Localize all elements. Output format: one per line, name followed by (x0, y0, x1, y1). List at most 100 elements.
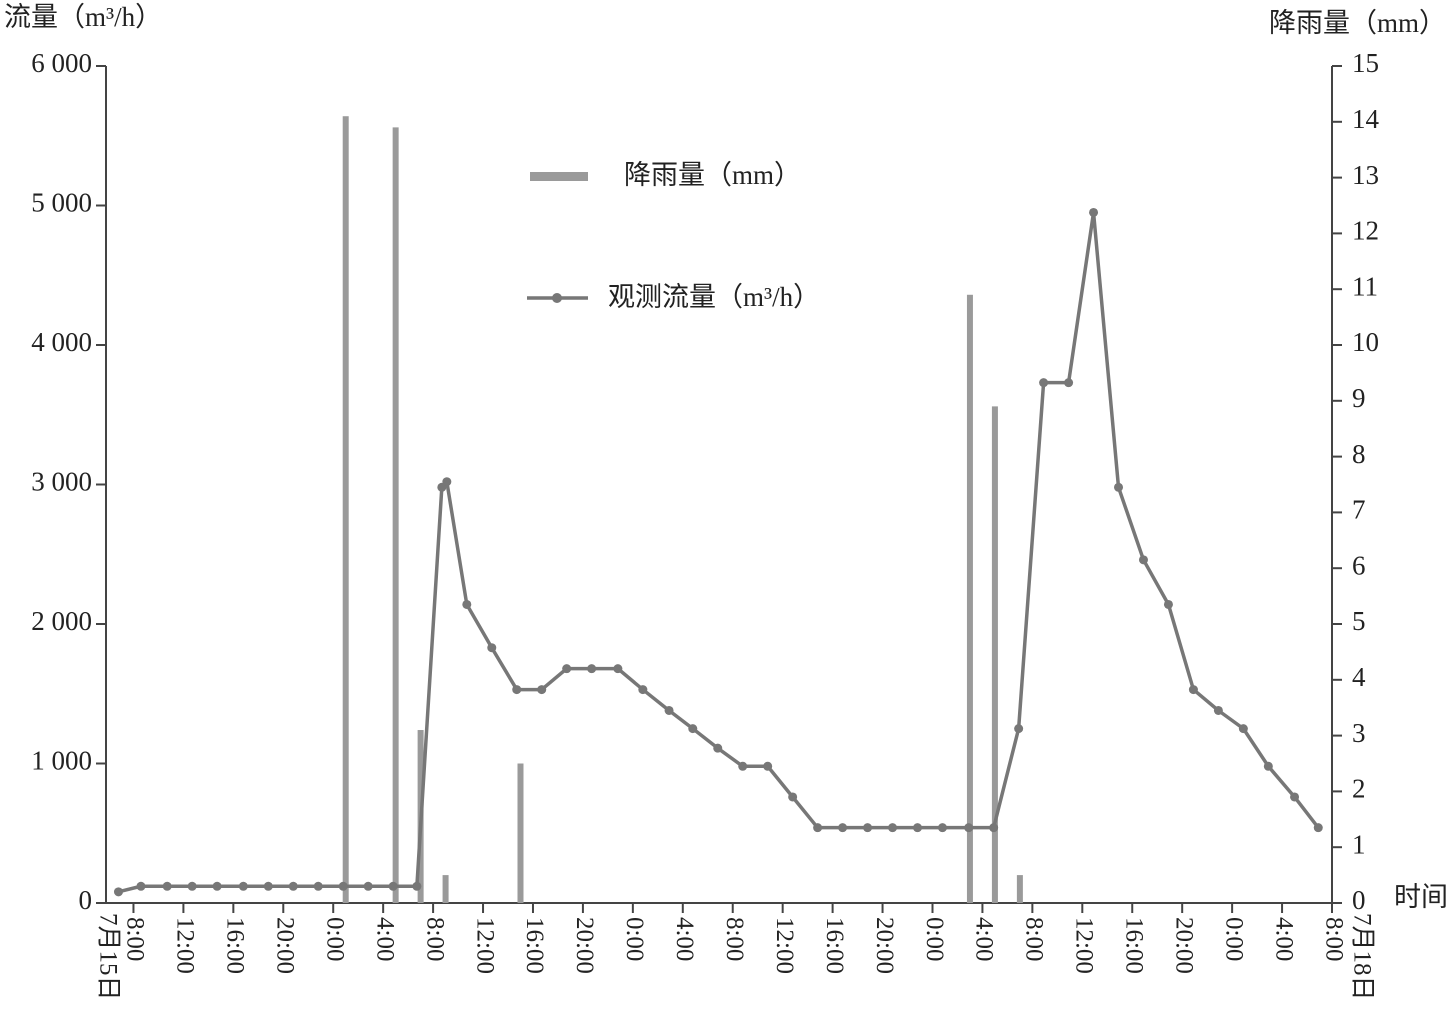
x-tick-label: 12:00 (771, 917, 798, 974)
flow-point (613, 664, 623, 674)
flow-point (863, 823, 873, 833)
flow-point (238, 881, 248, 891)
flow-point (1313, 823, 1323, 833)
x-tick-label: 16:00 (1121, 917, 1148, 974)
flow-point (937, 823, 947, 833)
flow-point (813, 823, 823, 833)
legend-label: 观测流量（m³/h） (608, 282, 820, 312)
flow-point (1263, 761, 1273, 771)
flow-point (113, 887, 123, 897)
flow-point (738, 761, 748, 771)
rain-bar (966, 294, 973, 903)
rain-bar (517, 763, 524, 903)
flow-point (1188, 685, 1198, 695)
y-tick-label: 6 000 (31, 48, 92, 78)
y2-tick-label: 1 (1352, 829, 1366, 859)
x-tick-label: 20:00 (272, 917, 299, 974)
x-tick-label: 12:00 (172, 917, 199, 974)
x-tick-label: 4:00 (671, 917, 698, 961)
flow-line (118, 210, 1320, 894)
x-tick-label: 4:00 (971, 917, 998, 961)
flow-point (187, 881, 197, 891)
x-tick-label: 0:00 (1220, 917, 1247, 961)
rain-bar (392, 127, 399, 903)
y-tick-label: 5 000 (31, 188, 92, 218)
y2-tick-label: 9 (1352, 383, 1366, 413)
y-tick-label: 3 000 (31, 467, 92, 497)
flow-point (1039, 378, 1049, 388)
y2-tick-label: 12 (1352, 216, 1379, 246)
flow-point (1138, 555, 1148, 565)
y-axis-title: 流量（m³/h） (4, 2, 162, 32)
y2-tick-label: 5 (1352, 606, 1366, 636)
flow-point (1014, 724, 1024, 734)
flow-point (688, 724, 698, 734)
y2-tick-label: 14 (1352, 104, 1380, 134)
flow-point (1064, 378, 1074, 388)
y2-tick-label: 11 (1352, 271, 1378, 301)
y2-tick-label: 6 (1352, 550, 1366, 580)
flow-point (288, 881, 298, 891)
y2-axis-title: 降雨量（mm） (1269, 8, 1446, 38)
flow-point (512, 685, 522, 695)
flow-point (1089, 207, 1099, 217)
rain-bar (991, 406, 998, 903)
x-tick-label: 12:00 (1071, 917, 1098, 974)
flow-point (638, 685, 648, 695)
y2-tick-label: 7 (1352, 495, 1366, 525)
y-tick-label: 2 000 (31, 606, 92, 636)
x-tick-label: 16:00 (821, 917, 848, 974)
y2-tick-label: 3 (1352, 718, 1366, 748)
flow-point (313, 881, 323, 891)
y-tick-label: 1 000 (31, 746, 92, 776)
flow-point (162, 881, 172, 891)
x-date-label: 7月18日 (1348, 913, 1375, 1001)
legend-label: 降雨量（mm） (624, 160, 801, 190)
rain-bar (1016, 875, 1023, 903)
y-tick-label: 0 (79, 885, 93, 915)
x-tick-label: 20:00 (871, 917, 898, 974)
flow-point (1163, 599, 1173, 609)
rain-bar (342, 116, 349, 904)
flow-point (788, 792, 798, 802)
flow-point (838, 823, 848, 833)
x-tick-label: 20:00 (1170, 917, 1197, 974)
flow-point (964, 823, 974, 833)
x-tick-label: 8:00 (122, 917, 149, 961)
flow-point (462, 599, 472, 609)
flow-point (1213, 705, 1223, 715)
flow-point (412, 881, 422, 891)
y2-tick-label: 13 (1352, 160, 1379, 190)
flow-point (487, 643, 497, 653)
x-tick-label: 20:00 (571, 917, 598, 974)
x-tick-label: 0:00 (321, 917, 348, 961)
x-axis-title: 时间 (1394, 882, 1448, 912)
x-date-label: 7月15日 (94, 913, 121, 1001)
flow-point (562, 664, 572, 674)
y2-tick-label: 15 (1352, 48, 1379, 78)
x-tick-label: 4:00 (1270, 917, 1297, 961)
flow-point (1238, 724, 1248, 734)
flow-point (1114, 482, 1124, 492)
legend-swatch (552, 293, 562, 303)
x-tick-label: 12:00 (471, 917, 498, 974)
x-tick-label: 16:00 (222, 917, 249, 974)
y-tick-label: 4 000 (31, 327, 92, 357)
flow-point (363, 881, 373, 891)
x-tick-label: 8:00 (721, 917, 748, 961)
flow-point (263, 881, 273, 891)
y2-tick-label: 0 (1352, 885, 1366, 915)
legend-swatch (530, 172, 588, 181)
flow-point (136, 881, 146, 891)
flow-point (989, 823, 999, 833)
flow-point (664, 705, 674, 715)
x-tick-label: 8:00 (421, 917, 448, 961)
y2-tick-label: 8 (1352, 439, 1366, 469)
x-tick-label: 4:00 (371, 917, 398, 961)
x-tick-label: 16:00 (521, 917, 548, 974)
x-tick-label: 0:00 (621, 917, 648, 961)
x-tick-label: 8:00 (1320, 917, 1347, 961)
flow-point (212, 881, 222, 891)
flow-point (587, 664, 597, 674)
flow-point (888, 823, 898, 833)
